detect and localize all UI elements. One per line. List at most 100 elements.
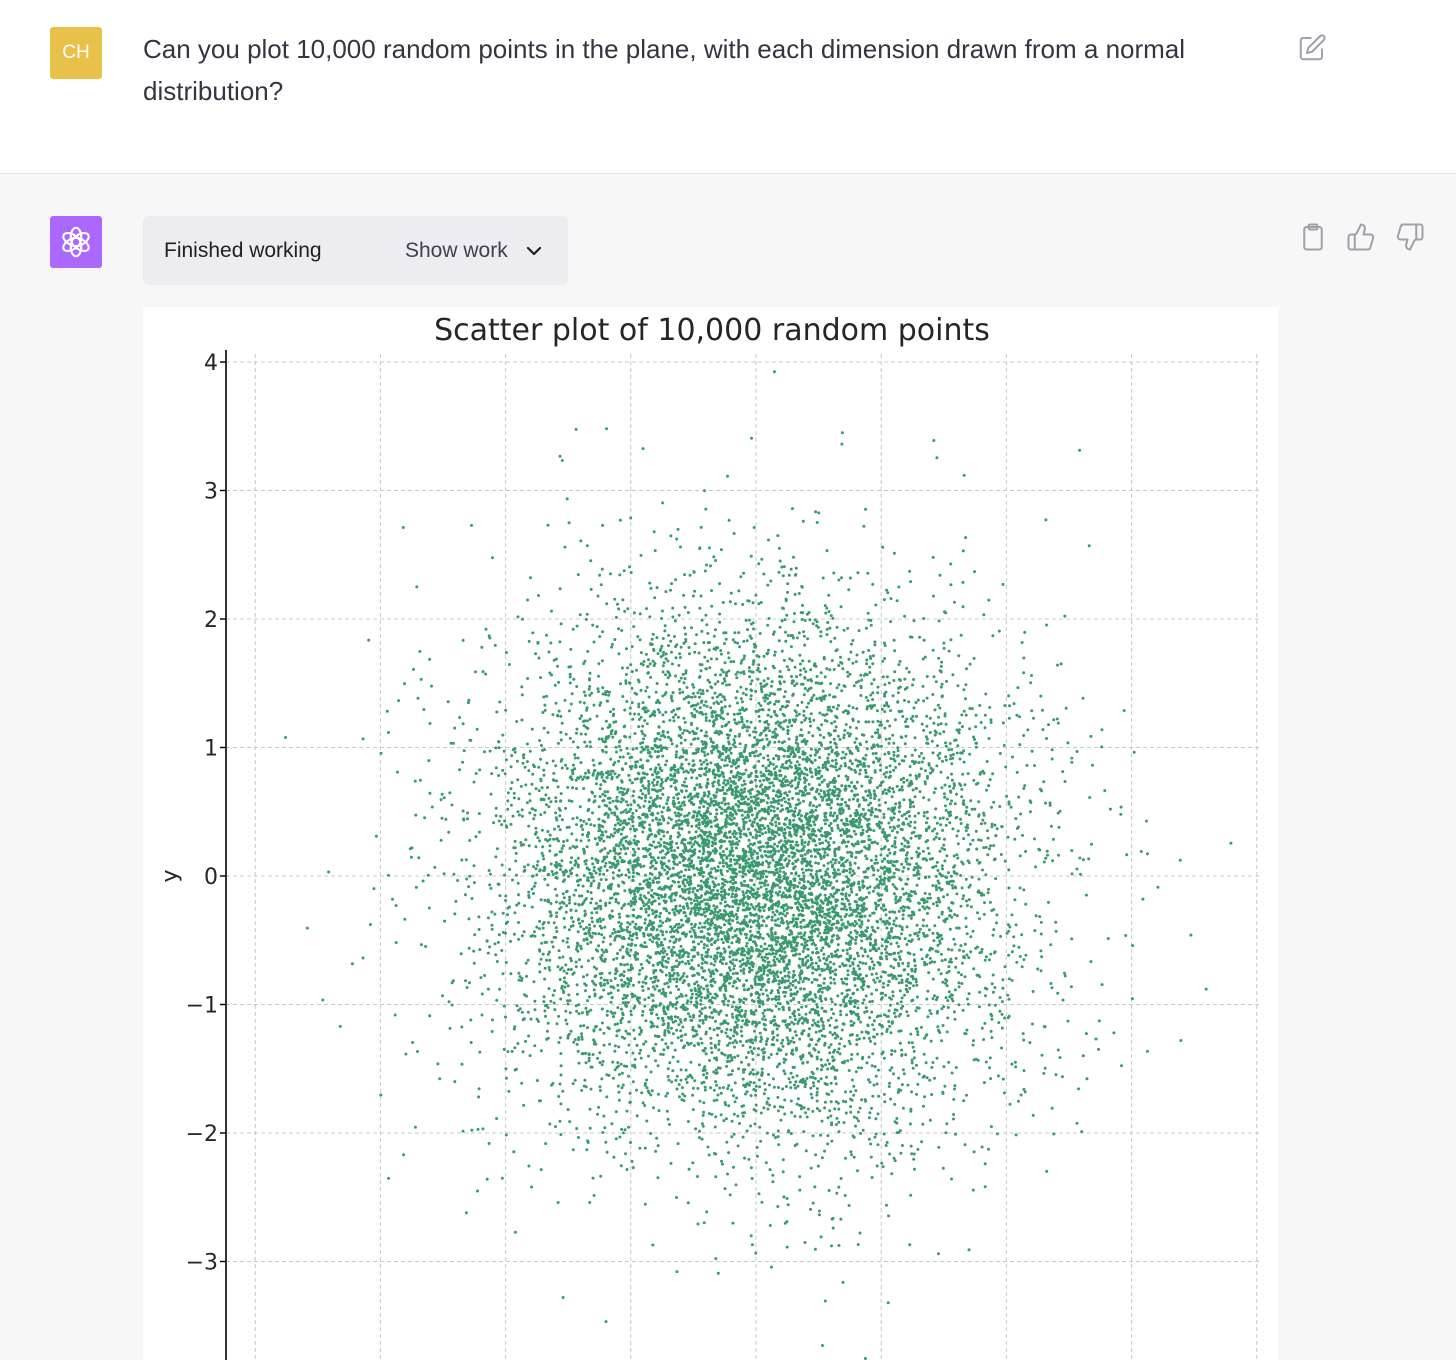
data-point xyxy=(617,773,621,777)
data-point xyxy=(757,663,761,667)
data-point xyxy=(897,818,900,822)
data-point xyxy=(502,749,506,753)
data-point xyxy=(727,921,731,925)
clipboard-icon[interactable] xyxy=(1298,222,1328,252)
data-point xyxy=(903,838,907,842)
data-point xyxy=(949,957,953,961)
data-point xyxy=(1001,582,1005,586)
data-point xyxy=(589,940,593,944)
data-point xyxy=(640,796,644,800)
data-point xyxy=(955,872,959,876)
data-point xyxy=(802,874,806,878)
data-point xyxy=(704,1052,708,1056)
data-point xyxy=(913,795,917,799)
user-message-row: CH Can you plot 10,000 random points in … xyxy=(0,0,1456,174)
data-point xyxy=(525,742,529,746)
data-point xyxy=(667,633,671,637)
edit-icon[interactable] xyxy=(1297,33,1327,63)
data-point xyxy=(517,978,521,982)
data-point xyxy=(640,1013,644,1017)
data-point xyxy=(659,796,663,800)
data-point xyxy=(720,807,724,811)
data-point xyxy=(423,816,427,820)
data-point xyxy=(554,811,558,815)
data-point xyxy=(567,874,570,878)
data-point xyxy=(762,1106,766,1110)
data-point xyxy=(746,797,750,801)
data-point xyxy=(841,750,845,754)
thumbs-down-icon[interactable] xyxy=(1395,222,1425,252)
data-point xyxy=(630,686,634,690)
data-point xyxy=(1042,860,1046,864)
data-point xyxy=(710,1112,714,1116)
data-point xyxy=(643,998,647,1001)
data-point xyxy=(949,874,953,878)
data-point xyxy=(906,1083,910,1087)
data-point xyxy=(631,983,635,987)
data-point xyxy=(839,833,843,837)
data-point xyxy=(728,918,732,921)
data-point xyxy=(537,765,541,769)
data-point xyxy=(798,952,802,956)
data-point xyxy=(603,1126,607,1130)
data-point xyxy=(692,802,696,806)
data-point xyxy=(759,974,763,978)
data-point xyxy=(661,637,665,640)
data-point xyxy=(807,827,811,831)
data-point xyxy=(658,828,661,832)
data-point xyxy=(629,963,633,967)
data-point xyxy=(901,961,905,965)
data-point xyxy=(1124,934,1128,937)
data-point xyxy=(765,1039,769,1043)
data-point xyxy=(827,593,831,597)
data-point xyxy=(972,735,976,739)
data-point xyxy=(549,902,553,905)
data-point xyxy=(930,1093,934,1096)
show-work-button[interactable]: Show work xyxy=(405,234,544,268)
data-point xyxy=(895,784,899,788)
data-point xyxy=(723,698,727,702)
data-point xyxy=(756,1053,760,1057)
data-point xyxy=(962,709,966,713)
data-point xyxy=(912,868,916,872)
data-point xyxy=(782,909,786,913)
data-point xyxy=(875,786,879,790)
data-point xyxy=(967,1248,971,1252)
data-point xyxy=(640,1091,644,1095)
thumbs-up-icon[interactable] xyxy=(1346,222,1376,252)
data-point xyxy=(715,1083,719,1087)
data-point xyxy=(676,1036,680,1040)
data-point xyxy=(901,715,905,718)
data-point xyxy=(576,1049,580,1053)
data-point xyxy=(495,960,499,963)
data-point xyxy=(676,1142,680,1146)
data-point xyxy=(962,473,966,477)
data-point xyxy=(835,707,839,711)
data-point xyxy=(709,962,713,966)
data-point xyxy=(673,849,677,853)
data-point xyxy=(668,939,672,943)
data-point xyxy=(781,957,785,961)
data-point xyxy=(963,1143,967,1147)
data-point xyxy=(849,814,852,818)
data-point xyxy=(893,842,897,846)
data-point xyxy=(649,1132,653,1135)
data-point xyxy=(680,960,684,964)
data-point xyxy=(649,1012,653,1015)
data-point xyxy=(1015,713,1019,717)
data-point xyxy=(403,917,407,921)
data-point xyxy=(874,907,878,911)
data-point xyxy=(832,962,836,966)
data-point xyxy=(614,972,617,976)
data-point xyxy=(644,945,648,949)
data-point xyxy=(1023,630,1027,634)
data-point xyxy=(1024,902,1028,906)
data-point xyxy=(554,799,558,803)
data-point xyxy=(793,592,797,596)
data-point xyxy=(933,994,936,998)
data-point xyxy=(504,1015,507,1019)
data-point xyxy=(1034,865,1038,869)
data-point xyxy=(709,1036,713,1040)
data-point xyxy=(828,693,832,697)
data-point xyxy=(731,832,735,836)
